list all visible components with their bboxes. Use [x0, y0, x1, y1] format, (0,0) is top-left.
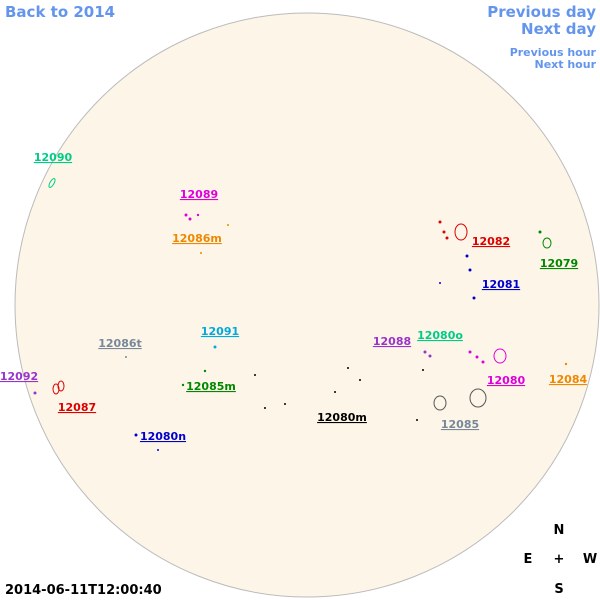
compass-east: E [524, 552, 533, 567]
compass-south: S [554, 582, 563, 597]
region-label[interactable]: 12090 [34, 151, 73, 164]
region-label[interactable]: 12082 [472, 235, 510, 248]
compass-north: N [554, 523, 565, 538]
region-label[interactable]: 12080n [140, 430, 186, 443]
region-label[interactable]: 12085m [186, 380, 236, 393]
previous-day-link[interactable]: Previous day [487, 3, 596, 21]
region-label[interactable]: 12092 [0, 370, 38, 383]
compass-west: W [583, 552, 597, 567]
region-label[interactable]: 12080 [487, 374, 526, 387]
region-label[interactable]: 12086t [98, 337, 142, 350]
region-label[interactable]: 12079 [540, 257, 578, 270]
compass-center: + [554, 552, 565, 567]
region-label[interactable]: 12080o [417, 329, 463, 342]
previous-hour-link[interactable]: Previous hour [510, 46, 597, 59]
region-label[interactable]: 12085 [441, 418, 479, 431]
region-label[interactable]: 12091 [201, 325, 239, 338]
region-label[interactable]: 12084 [549, 373, 588, 386]
region-label[interactable]: 12089 [180, 188, 218, 201]
timestamp: 2014-06-11T12:00:40 [5, 583, 162, 598]
region-label[interactable]: 12087 [58, 401, 96, 414]
next-day-link[interactable]: Next day [521, 20, 596, 38]
back-link[interactable]: Back to 2014 [5, 3, 115, 21]
solar-disk [14, 12, 600, 598]
next-hour-link[interactable]: Next hour [535, 58, 597, 71]
spots [33, 178, 568, 451]
region-label[interactable]: 12081 [482, 278, 520, 291]
region-label[interactable]: 12088 [373, 335, 411, 348]
region-label[interactable]: 12080m [317, 411, 367, 424]
region-label[interactable]: 12086m [172, 232, 222, 245]
